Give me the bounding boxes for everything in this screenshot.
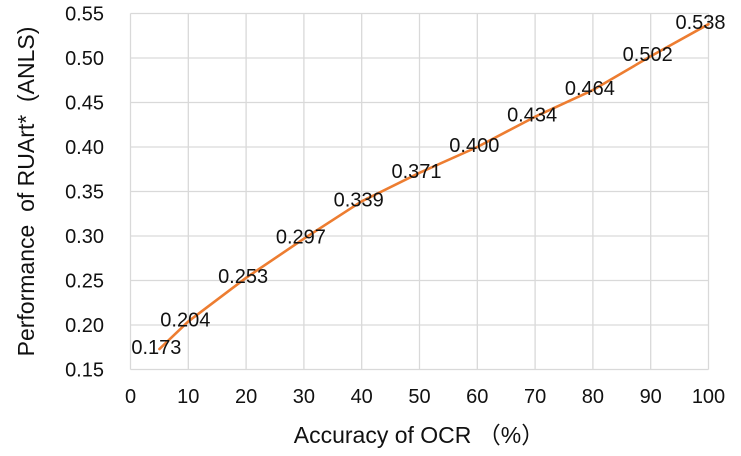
x-tick-label: 60	[466, 386, 488, 408]
data-label: 0.464	[565, 78, 615, 100]
data-labels: 0.173 0.204 0.253 0.297 0.339 0.371 0.400 0.434…	[131, 12, 725, 359]
x-tick-label: 40	[351, 386, 373, 408]
x-tick-label: 90	[640, 386, 662, 408]
data-label: 0.502	[623, 44, 673, 66]
y-tick-label: 0.25	[65, 271, 104, 293]
y-tick-label: 0.30	[65, 226, 104, 248]
y-tick-label: 0.45	[65, 93, 104, 115]
data-label: 0.434	[507, 105, 557, 127]
data-label: 0.297	[276, 227, 326, 249]
data-label: 0.204	[160, 309, 210, 331]
data-label: 0.371	[391, 161, 441, 183]
gridlines	[129, 12, 710, 371]
x-axis-title: Accuracy of OCR （%）	[294, 422, 545, 448]
x-tick-label: 80	[582, 386, 604, 408]
y-tick-label: 0.15	[65, 360, 104, 382]
y-tick-label: 0.35	[65, 182, 104, 204]
y-tick-label: 0.40	[65, 137, 104, 159]
x-tick-label: 20	[235, 386, 257, 408]
data-label: 0.339	[334, 189, 384, 211]
series-line-layer	[158, 22, 710, 351]
data-label: 0.400	[449, 135, 499, 157]
y-tick-label: 0.50	[65, 48, 104, 70]
x-tick-label: 10	[177, 386, 199, 408]
data-label: 0.173	[131, 337, 181, 359]
x-tick-label: 30	[293, 386, 315, 408]
y-tick-label: 0.20	[65, 315, 104, 337]
x-tick-label: 0	[125, 386, 136, 408]
y-axis-title: Performance of RUArt* (ANLS)	[13, 27, 39, 357]
y-tick-label: 0.55	[65, 4, 104, 26]
x-tick-label: 50	[408, 386, 430, 408]
axis-tick-labels: 0 10 20 30 40 50 60 70 80 90 100 0.15 0.20 0.25 0.30 0.…	[65, 4, 725, 409]
x-tick-label: 70	[524, 386, 546, 408]
data-label: 0.253	[218, 266, 268, 288]
data-label: 0.538	[675, 12, 725, 34]
series-line	[158, 22, 710, 351]
x-tick-label: 100	[692, 386, 725, 408]
